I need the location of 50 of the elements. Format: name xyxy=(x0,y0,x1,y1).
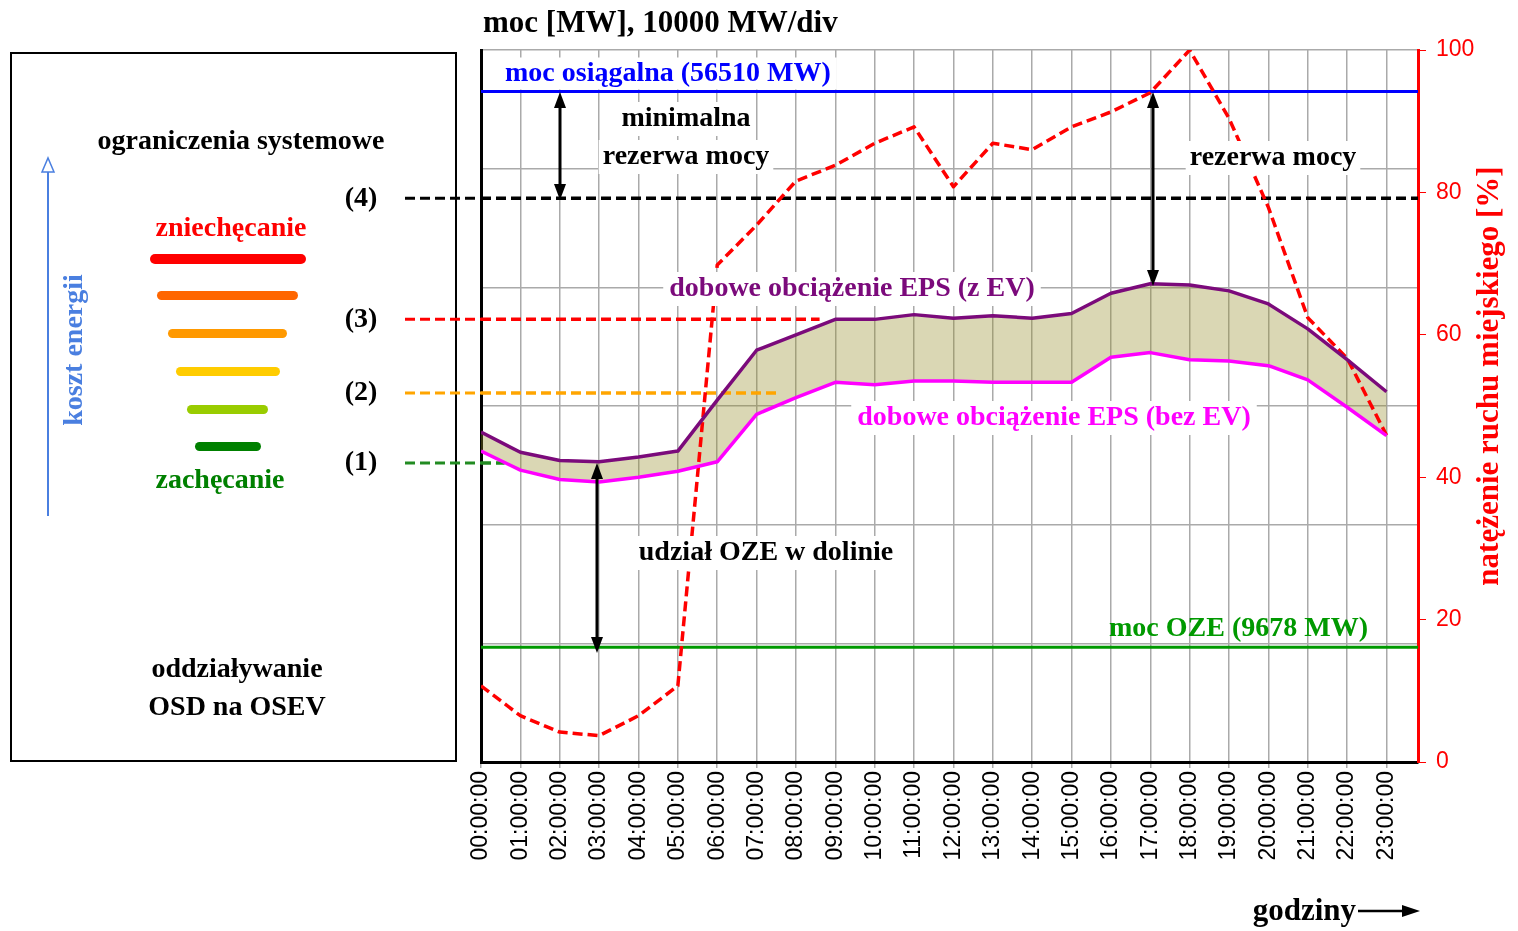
x-tick-label: 09:00:00 xyxy=(820,771,847,861)
series-label: dobowe obciążenie EPS (bez EV) xyxy=(857,400,1251,432)
x-tick-label: 23:00:00 xyxy=(1371,771,1398,861)
y2-tick-label: 20 xyxy=(1436,604,1462,631)
annotation: udział OZE w dolinie xyxy=(638,535,894,567)
x-tick-label: 20:00:00 xyxy=(1253,771,1280,861)
x-tick-label: 01:00:00 xyxy=(505,771,532,861)
x-tick-label: 16:00:00 xyxy=(1096,771,1123,861)
ref-line-label: moc OZE (9678 MW) xyxy=(1109,611,1368,643)
x-tick-label: 12:00:00 xyxy=(938,771,965,861)
x-tick-label: 13:00:00 xyxy=(978,771,1005,861)
ref-line-label: moc osiągalna (56510 MW) xyxy=(505,55,831,87)
x-tick-label: 11:00:00 xyxy=(899,771,926,859)
x-tick-label: 02:00:00 xyxy=(545,771,572,861)
x-tick-label: 18:00:00 xyxy=(1175,771,1201,861)
y2-tick-label: 40 xyxy=(1436,462,1462,489)
line-series xyxy=(481,50,1389,738)
annotation: minimalna rezerwa mocy xyxy=(602,101,770,171)
x-tick-label: 15:00:00 xyxy=(1056,771,1083,861)
y2-tick-label: 0 xyxy=(1436,747,1449,774)
text: ograniczenia systemowe xyxy=(97,124,385,156)
x-tick-label: 19:00:00 xyxy=(1214,771,1241,861)
x-tick-label: 00:00:00 xyxy=(466,771,493,861)
text: zniechęcanie xyxy=(155,211,307,243)
x-tick-label: 05:00:00 xyxy=(663,771,690,861)
x-tick-label: 10:00:00 xyxy=(860,771,887,861)
y2-tick-label: 60 xyxy=(1436,320,1462,347)
y2-tick-label: 80 xyxy=(1436,177,1462,204)
series-label: dobowe obciążenie EPS (z EV) xyxy=(669,271,1035,303)
legend-label: (2) xyxy=(344,375,378,407)
y-axis-title: moc [MW], 10000 MW/div xyxy=(483,4,839,40)
x-tick-label: 06:00:00 xyxy=(702,771,729,861)
annotation: rezerwa mocy xyxy=(1189,140,1357,172)
x-axis-title: godziny xyxy=(1252,892,1357,928)
legend-label: (4) xyxy=(344,180,378,212)
x-tick-label: 17:00:00 xyxy=(1135,771,1162,861)
y2-axis-title: natężenie ruchu miejskiego [%] xyxy=(1470,166,1506,586)
x-tick-label: 04:00:00 xyxy=(623,771,650,861)
x-tick-label: 22:00:00 xyxy=(1332,771,1359,861)
x-tick-label: 21:00:00 xyxy=(1293,771,1320,861)
x-tick-label: 08:00:00 xyxy=(781,771,808,861)
text: zachęcanie xyxy=(155,463,285,495)
x-tick-label: 03:00:00 xyxy=(584,771,611,861)
text: koszt energii xyxy=(57,273,89,426)
y2-tick-label: 100 xyxy=(1436,35,1475,62)
legend-label: (1) xyxy=(344,445,378,477)
x-tick-label: 14:00:00 xyxy=(1017,771,1044,861)
legend-label: (3) xyxy=(344,301,378,333)
text: oddziaływanie OSD na OSEV xyxy=(148,652,326,722)
x-tick-label: 07:00:00 xyxy=(741,771,768,861)
